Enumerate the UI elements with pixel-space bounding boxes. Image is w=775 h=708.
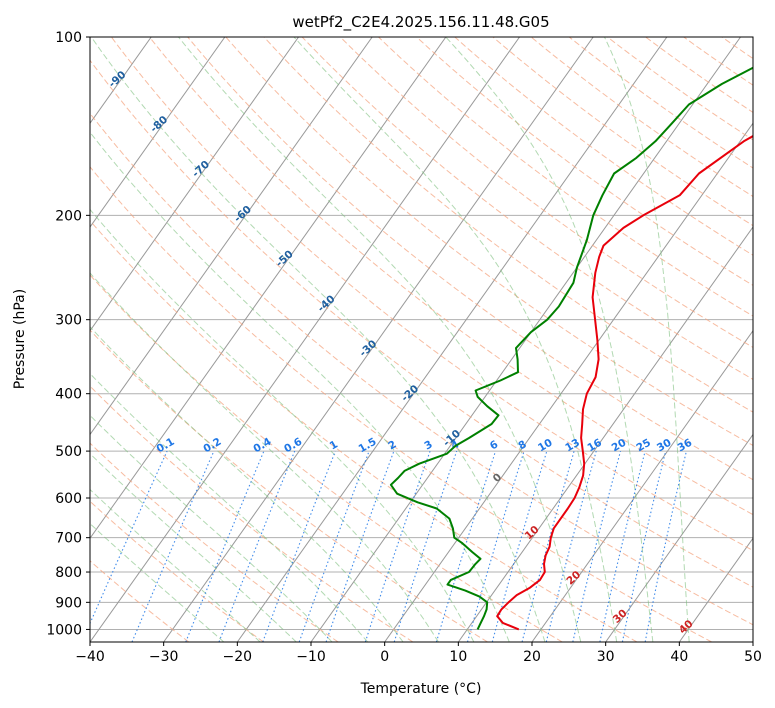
- mixing-ratio-line: [621, 450, 667, 642]
- isotherm-line: [90, 37, 373, 436]
- x-tick-label: 20: [523, 649, 541, 665]
- dry-adiabat-line: [187, 37, 753, 481]
- isotherm-line: [236, 37, 668, 642]
- x-tick-label: −30: [149, 649, 179, 665]
- isotherm-line: [678, 537, 753, 642]
- y-tick-label: 300: [55, 313, 82, 329]
- moist-adiabats: [90, 37, 690, 642]
- x-axis-label: Temperature (°C): [360, 681, 482, 697]
- isotherm-line: [90, 37, 299, 332]
- x-tick-label: 0: [380, 649, 389, 665]
- isotherm-line: [163, 37, 594, 642]
- y-tick-label: 400: [55, 387, 82, 403]
- mixing-ratio-line: [364, 450, 431, 642]
- dry-adiabat-line: [90, 166, 712, 642]
- isotherm-line: [310, 37, 741, 642]
- y-tick-label: 700: [55, 531, 82, 547]
- moist-adiabat-line: [90, 414, 333, 642]
- dry-adiabat-line: [90, 329, 488, 642]
- mixing-ratio-line: [298, 450, 370, 642]
- plot-frame: [89, 36, 754, 643]
- moist-adiabat-line: [90, 208, 475, 642]
- dry-adiabat-line: [568, 37, 753, 169]
- temperature-profile-line: [496, 134, 753, 631]
- sounding-series: [389, 66, 753, 631]
- dry-adiabat-line: [90, 500, 264, 642]
- mixing-ratio-line: [325, 450, 395, 642]
- x-tick-label: 50: [744, 649, 762, 665]
- y-tick-label: 500: [55, 444, 82, 460]
- dry-adiabat-line: [263, 37, 753, 413]
- moist-adiabat-line: [90, 272, 439, 642]
- moist-adiabat-line: [90, 131, 510, 642]
- dry-adiabat-line: [301, 37, 753, 380]
- isotherm-line: [90, 37, 447, 540]
- isotherm-line: [90, 37, 226, 228]
- y-axis-label: Pressure (hPa): [12, 289, 28, 389]
- mixing-ratio-line: [466, 450, 525, 642]
- x-tick-label: 10: [449, 649, 467, 665]
- mixing-ratio-line: [435, 450, 497, 642]
- moist-adiabat-line: [178, 37, 582, 642]
- moist-adiabat-line: [445, 37, 654, 642]
- mixing-ratio-line: [90, 450, 168, 625]
- moist-adiabat-line: [90, 372, 369, 642]
- dewpoint-profile-line: [389, 66, 753, 630]
- isotherm-line: [605, 433, 753, 642]
- x-tick-label: 40: [670, 649, 688, 665]
- mixing-ratio-line: [521, 450, 575, 642]
- mixing-ratio-line: [644, 450, 687, 642]
- plot-area: 0.10.20.40.611.52346810131620253036-100-…: [90, 37, 753, 642]
- dry-adiabat-line: [378, 37, 753, 317]
- y-tick-label: 100: [55, 30, 82, 46]
- dry-adiabat-line: [149, 37, 753, 516]
- moist-adiabat-line: [604, 37, 690, 642]
- moist-adiabat-line: [90, 488, 261, 642]
- mixing-ratio-line: [599, 450, 646, 642]
- dry-adiabat-line: [110, 37, 753, 552]
- dry-adiabat-line: [90, 385, 414, 642]
- y-tick-label: 200: [55, 208, 82, 224]
- dry-adiabat-line: [90, 274, 563, 642]
- isotherm-line: [457, 226, 753, 642]
- x-tick-label: −20: [223, 649, 253, 665]
- x-axis-ticks: −40 −30 −20 −10 0 10 20 30 40 50: [75, 642, 762, 665]
- mixing-ratio-line: [545, 450, 597, 642]
- y-tick-label: 900: [55, 595, 82, 611]
- y-tick-label: 800: [55, 565, 82, 581]
- x-tick-label: −40: [75, 649, 105, 665]
- dry-adiabat-line: [339, 37, 753, 348]
- mixing-ratio-line: [393, 450, 458, 642]
- moist-adiabat-line: [90, 37, 546, 642]
- dry-adiabat-line: [416, 37, 753, 286]
- moist-adiabat-line: [90, 522, 225, 642]
- isotherm-line: [384, 122, 753, 642]
- y-tick-label: 600: [55, 491, 82, 507]
- dry-adiabat-line: [225, 37, 753, 447]
- x-tick-label: −10: [296, 649, 326, 665]
- isotherm-line: [531, 329, 753, 642]
- mixing-ratio-line: [131, 450, 215, 642]
- x-tick-label: 30: [597, 649, 615, 665]
- grid-lines: [90, 37, 753, 630]
- dry-adiabat-line: [90, 59, 753, 588]
- dry-adiabats: [90, 37, 753, 642]
- y-tick-label: 1000: [46, 622, 82, 638]
- y-axis-ticks: 1000 900 800 700 600 500 400 300 200 100: [46, 30, 90, 638]
- chart-title: wetPf2_C2E4.2025.156.11.48.G05: [292, 13, 549, 32]
- moist-adiabat-line: [90, 452, 297, 642]
- dry-adiabat-line: [530, 37, 753, 198]
- dry-adiabat-line: [90, 112, 753, 626]
- isotherm-line: [90, 37, 520, 642]
- skewed-isotherms: [90, 37, 753, 642]
- mixing-ratio-line: [572, 450, 622, 642]
